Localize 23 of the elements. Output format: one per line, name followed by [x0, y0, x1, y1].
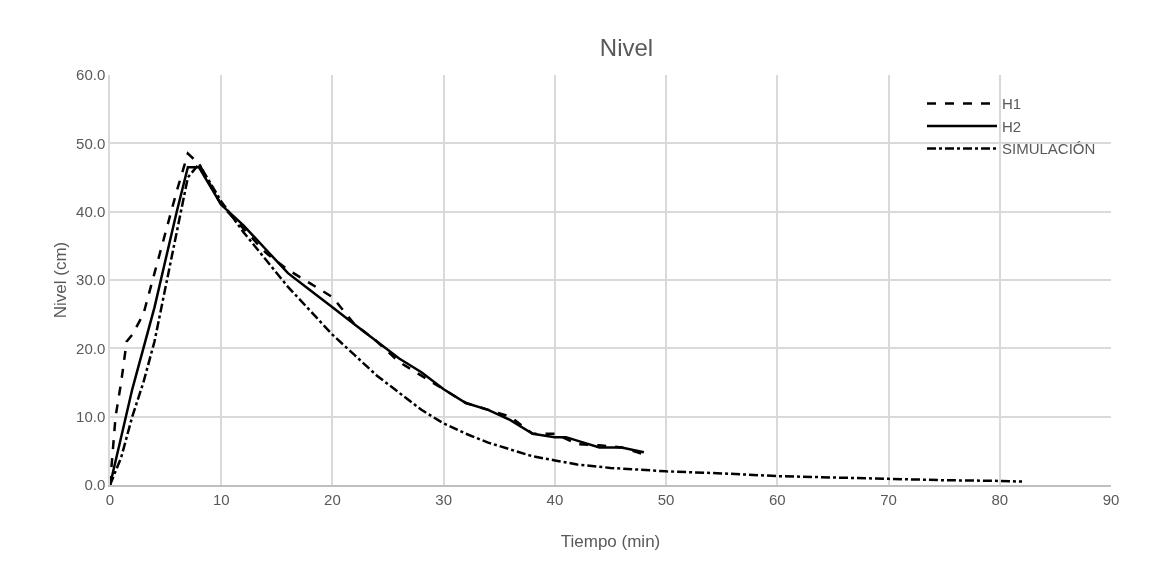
chart-title: Nivel — [599, 34, 654, 62]
x-tick-label: 80 — [991, 490, 1009, 508]
x-tick-label: 70 — [880, 490, 897, 508]
y-tick-label: 50.0 — [76, 134, 106, 152]
x-tick-label: 50 — [657, 490, 675, 508]
y-tick-label: 60.0 — [76, 66, 106, 84]
x-tick-label: 30 — [435, 490, 453, 508]
y-tick-label: 30.0 — [76, 271, 106, 289]
x-tick-label: 20 — [324, 490, 341, 508]
legend-label: H2 — [1001, 117, 1022, 135]
legend-label: SIMULACIÓN — [1001, 140, 1096, 158]
x-tick-label: 0 — [105, 490, 115, 508]
x-tick-label: 90 — [1102, 490, 1120, 508]
y-tick-label: 40.0 — [76, 202, 106, 220]
x-axis-title: Tiempo (min) — [560, 531, 661, 551]
x-tick-label: 40 — [546, 490, 564, 508]
y-tick-label: 20.0 — [76, 339, 106, 357]
x-tick-label: 10 — [212, 490, 230, 508]
y-axis-title: Nivel (cm) — [50, 241, 70, 319]
y-tick-label: 10.0 — [76, 407, 106, 425]
legend-label: H1 — [1001, 95, 1022, 113]
x-tick-label: 60 — [768, 490, 786, 508]
y-tick-label: 0.0 — [84, 476, 106, 494]
